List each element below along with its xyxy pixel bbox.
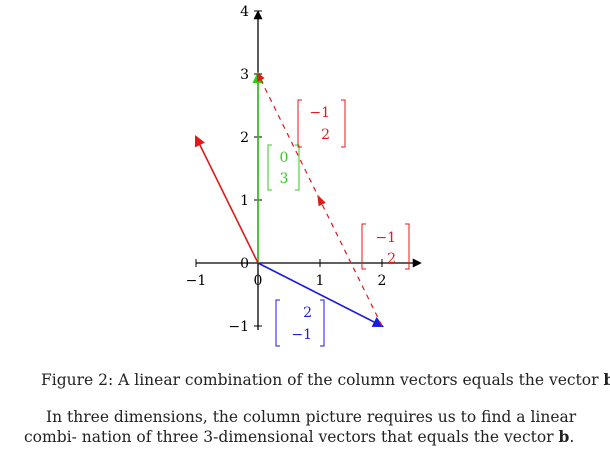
column-vector-2-neg1-label: 2 −1 bbox=[275, 299, 325, 347]
label-entry-bottom: 2 bbox=[387, 251, 396, 267]
column-vector-0-3-label: 0 3 bbox=[267, 144, 300, 191]
caption-text: Figure 2: A linear combination of the co… bbox=[41, 371, 604, 389]
caption-bold-b: b bbox=[603, 370, 610, 389]
label-entry-top: −1 bbox=[309, 105, 330, 121]
y-tick-label: 4 bbox=[240, 4, 249, 20]
difference-vector-label: −1 2 bbox=[297, 99, 346, 148]
paragraph-suffix: . bbox=[569, 428, 575, 446]
vector-b-label: −1 2 bbox=[361, 223, 410, 270]
vector-b bbox=[194, 134, 259, 264]
label-entry-top: −1 bbox=[375, 230, 396, 246]
y-tick-label: 1 bbox=[240, 193, 249, 209]
x-tick-label: 0 bbox=[254, 273, 263, 289]
label-entry-top: 2 bbox=[303, 305, 312, 321]
y-tick-label: 0 bbox=[240, 256, 249, 272]
x-axis-ticks: −1 0 1 2 bbox=[186, 259, 387, 289]
difference-vector-mid-arrow bbox=[317, 194, 326, 207]
paragraph-text: In three dimensions, the column picture … bbox=[24, 408, 577, 446]
vectors-layer bbox=[194, 71, 384, 328]
label-entry-top: 0 bbox=[280, 150, 289, 166]
label-entry-bottom: 2 bbox=[321, 127, 330, 143]
y-tick-label: −1 bbox=[228, 319, 249, 335]
label-entry-bottom: −1 bbox=[291, 327, 312, 343]
paragraph-bold-b: b bbox=[558, 427, 570, 446]
y-tick-label: 2 bbox=[240, 130, 249, 146]
label-entry-bottom: 3 bbox=[280, 171, 289, 187]
body-paragraph: In three dimensions, the column picture … bbox=[24, 408, 584, 447]
x-tick-label: −1 bbox=[186, 273, 207, 289]
y-tick-label: 3 bbox=[240, 67, 249, 83]
figure-caption: Figure 2: A linear combination of the co… bbox=[41, 370, 610, 389]
x-tick-label: 2 bbox=[378, 273, 387, 289]
x-tick-label: 1 bbox=[316, 273, 325, 289]
column-vector-2-neg1 bbox=[257, 262, 384, 328]
